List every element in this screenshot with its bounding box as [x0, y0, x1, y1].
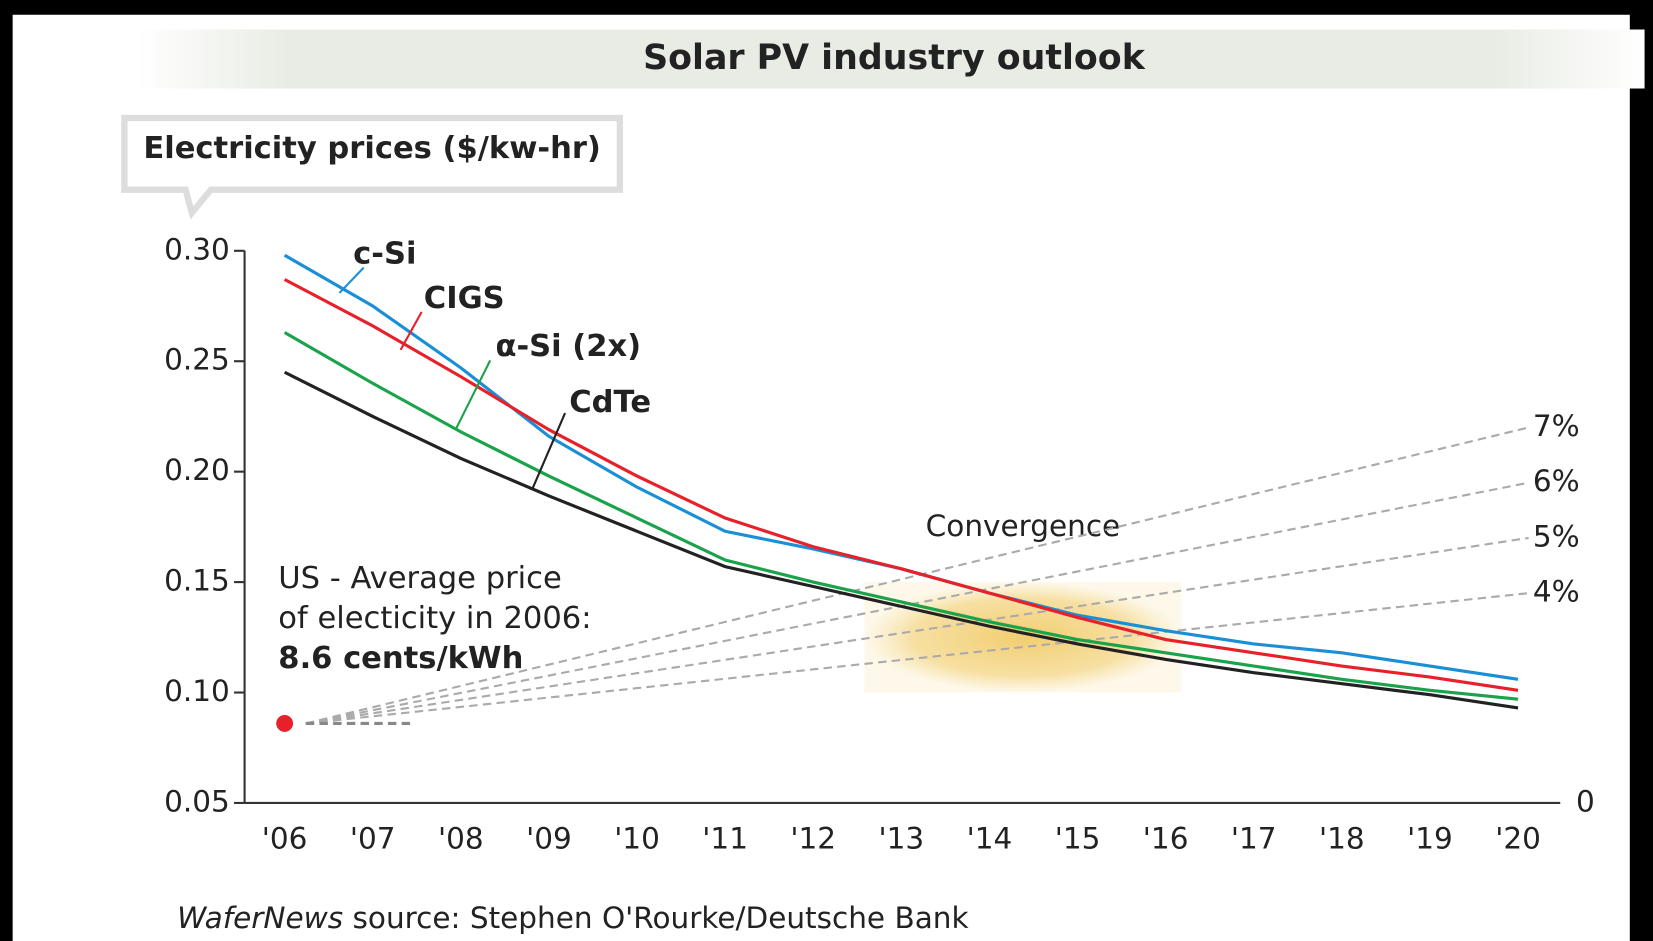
- y-tick-label: 0.15: [164, 564, 230, 598]
- series-leader: [399, 311, 423, 351]
- series-line: [283, 278, 1519, 692]
- projection-line: [305, 426, 1529, 725]
- x-tick-label: '07: [350, 821, 396, 855]
- chart-title: Solar PV industry outlook: [643, 38, 1146, 78]
- source: WaferNews source: Stephen O'Rourke/Deuts…: [177, 900, 968, 934]
- y-tick-label: 0.25: [164, 343, 230, 377]
- convergence-label: Convergence: [926, 509, 1121, 543]
- series-label: CIGS: [424, 281, 505, 316]
- y-tick-label: 0.05: [164, 784, 230, 818]
- y-tick-label: 0.30: [164, 232, 230, 266]
- projection-label: 4%: [1533, 575, 1580, 609]
- series-leader: [338, 266, 365, 294]
- source-brand: WaferNews: [177, 900, 343, 934]
- series-line: [283, 331, 1519, 701]
- x-tick-label: '19: [1407, 821, 1453, 855]
- series-label: c-Si: [353, 237, 416, 272]
- us-price-point: [276, 715, 294, 732]
- series-leader: [454, 359, 492, 431]
- projection-label: 5%: [1533, 519, 1580, 553]
- x-tick-label: '17: [1231, 821, 1277, 855]
- projection-label: 7%: [1533, 409, 1580, 443]
- x-tick-label: '16: [1143, 821, 1189, 855]
- y-tick-label: 0.20: [164, 453, 230, 487]
- series-label: CdTe: [569, 385, 651, 420]
- x-tick-label: '10: [614, 821, 660, 855]
- x-tick-label: '13: [879, 821, 925, 855]
- us-price-note: 8.6 cents/kWh: [278, 641, 523, 676]
- x-tick-label: '14: [967, 821, 1013, 855]
- source-text: source: Stephen O'Rourke/Deutsche Bank: [343, 900, 968, 934]
- series-leader: [531, 412, 567, 490]
- us-price-note: of electicity in 2006:: [278, 601, 591, 636]
- projection-label: 6%: [1533, 464, 1580, 498]
- x-tick-label: '09: [526, 821, 572, 855]
- y-label-box: [121, 114, 624, 220]
- series-line: [283, 370, 1519, 710]
- x-tick-label: '08: [438, 821, 484, 855]
- x-tick-label: '20: [1495, 821, 1541, 855]
- projection-line: [305, 481, 1529, 725]
- y-tick-label: 0.10: [164, 674, 230, 708]
- series-label: α-Si (2x): [495, 329, 641, 364]
- title-band: [137, 29, 1645, 89]
- x-tick-label: '11: [702, 821, 748, 855]
- us-price-note: US - Average price: [278, 561, 561, 596]
- x-tick-label: '06: [262, 821, 308, 855]
- right-label: 0: [1576, 784, 1595, 818]
- x-tick-label: '12: [790, 821, 836, 855]
- x-tick-label: '18: [1319, 821, 1365, 855]
- y-axis-label: Electricity prices ($/kw-hr): [143, 131, 601, 166]
- x-tick-label: '15: [1055, 821, 1101, 855]
- projection-line: [305, 536, 1529, 725]
